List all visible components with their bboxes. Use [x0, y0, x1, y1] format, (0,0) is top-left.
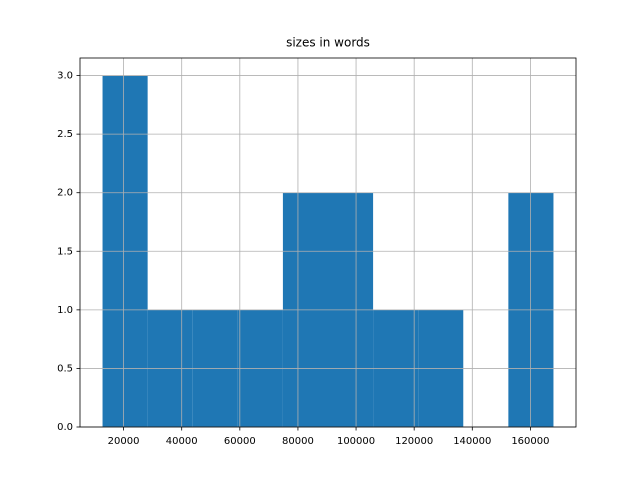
y-tick-label: 1.0: [57, 305, 73, 316]
y-tick-label: 0.0: [57, 422, 73, 433]
x-tick-label: 120000: [395, 436, 433, 447]
y-tick-label: 1.5: [57, 246, 73, 257]
x-tick-label: 60000: [224, 436, 256, 447]
y-tick-label: 2.5: [57, 129, 73, 140]
x-tick-label: 100000: [337, 436, 375, 447]
chart-title: sizes in words: [286, 36, 370, 50]
x-tick-label: 40000: [166, 436, 198, 447]
y-tick-label: 3.0: [57, 71, 73, 82]
y-tick-label: 0.5: [57, 363, 73, 374]
x-tick-label: 80000: [282, 436, 314, 447]
x-tick-label: 20000: [108, 436, 140, 447]
x-tick-label: 160000: [511, 436, 549, 447]
plot-frame: [79, 57, 577, 428]
y-tick-label: 2.0: [57, 188, 73, 199]
x-tick-label: 140000: [453, 436, 491, 447]
